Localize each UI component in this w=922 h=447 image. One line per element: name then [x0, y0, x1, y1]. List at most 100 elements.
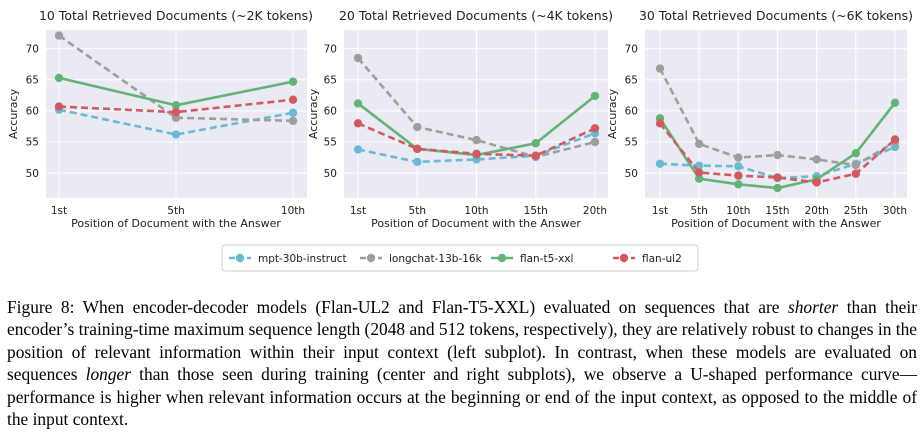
legend-label: flan-ul2: [642, 253, 682, 265]
data-point: [590, 137, 600, 147]
data-point: [734, 180, 743, 189]
data-point: [353, 99, 363, 108]
data-point: [851, 149, 861, 158]
figure-caption: Figure 8: When encoder-decoder models (F…: [7, 296, 917, 430]
data-point: [851, 169, 861, 178]
data-point: [773, 150, 782, 160]
x-tick-label: 15th: [524, 205, 548, 217]
x-tick-label: 15th: [765, 205, 789, 217]
series-lines: [54, 31, 298, 139]
caption-label: Figure 8:: [7, 297, 75, 317]
series-flan-ul2: [353, 119, 600, 160]
y-tick-labels: 50 55 60 65 70: [324, 43, 337, 179]
x-tick-label: 5th: [690, 205, 707, 217]
subplot-title: 10 Total Retrieved Documents (~2K tokens…: [39, 8, 313, 23]
data-point: [353, 119, 363, 128]
x-axis-label: Position of Document with the Answer: [71, 217, 281, 230]
series-lines: [353, 53, 600, 167]
y-tick-label: 65: [26, 74, 39, 86]
series-line: [357, 132, 596, 164]
y-tick-label: 70: [26, 43, 39, 55]
caption-text-1: When encoder-decoder models (Flan-UL2 an…: [74, 297, 788, 317]
series-flan-ul2: [655, 119, 900, 187]
legend-marker: [235, 253, 245, 263]
y-tick-labels: 50 55 60 65 70: [26, 43, 39, 179]
data-point: [531, 139, 540, 148]
data-point: [171, 101, 181, 110]
data-point: [655, 159, 665, 168]
legend-label: flan-t5-xxl: [520, 253, 573, 265]
y-tick-label: 65: [625, 74, 638, 86]
data-point: [413, 122, 422, 132]
caption-text-2: than their encoder’s training-time maxim…: [7, 297, 917, 385]
y-tick-label: 50: [26, 168, 39, 180]
y-tick-label: 55: [324, 137, 337, 149]
plot-background: [645, 30, 907, 198]
y-axis-label: Accuracy: [307, 88, 320, 139]
data-point: [353, 145, 363, 154]
data-point: [890, 135, 900, 144]
data-point: [171, 107, 181, 117]
data-point: [54, 102, 64, 111]
data-point: [694, 174, 704, 183]
y-tick-label: 55: [26, 137, 39, 149]
data-point: [851, 160, 861, 170]
data-point: [655, 64, 665, 73]
x-tick-label: 5th: [409, 205, 426, 217]
data-point: [288, 108, 298, 117]
caption-emphasis-longer: longer: [85, 364, 132, 385]
caption-text-3: than those seen during training (center …: [7, 364, 917, 430]
data-point: [773, 183, 782, 193]
x-tick-label: 10th: [726, 205, 750, 217]
x-tick-label: 20th: [805, 205, 829, 217]
data-point: [734, 153, 743, 162]
legend-item: flan-t5-xxl: [491, 253, 573, 265]
x-tick-label: 20th: [583, 205, 607, 217]
data-point: [171, 130, 181, 139]
data-point: [531, 151, 540, 160]
x-tick-label: 1st: [350, 205, 366, 217]
data-point: [655, 119, 665, 128]
series-line: [58, 98, 294, 114]
legend-label: longchat-13b-16k: [389, 253, 483, 265]
y-axis-label: Accuracy: [606, 88, 619, 139]
data-point: [288, 116, 298, 126]
data-point: [288, 95, 298, 104]
x-tick-label: 1st: [652, 205, 668, 217]
data-point: [472, 135, 481, 145]
x-tick-labels: 1st 5th 10th: [51, 205, 305, 217]
data-point: [694, 168, 704, 177]
y-tick-label: 55: [625, 137, 638, 149]
data-point: [812, 178, 821, 187]
legend-frame: [221, 244, 699, 272]
series-line: [357, 57, 596, 159]
x-tick-label: 1st: [51, 205, 67, 217]
data-point: [694, 161, 704, 170]
figure-8: 50 55 60 65 70 1st 5th 10th 10 Total Retrieved…: [7, 8, 913, 272]
data-point: [353, 53, 363, 63]
x-tick-labels: 1st 5th 10th 15th 20th 25th 30th: [652, 205, 907, 217]
x-tick-label: 10th: [281, 205, 305, 217]
series-flan-ul2: [54, 95, 298, 117]
subplot-30-docs: 50 55 60 65 70 1st 5th 10th 15th 20th 25th 30th 30…: [606, 8, 913, 230]
x-tick-label: 30th: [883, 205, 907, 217]
data-point: [773, 173, 782, 182]
subplot-20-docs: 50 55 60 65 70 1st 5th 10th 15th 20th 20 Total R…: [307, 8, 613, 230]
data-point: [54, 31, 64, 40]
series-flan-t5-xxl: [54, 73, 298, 110]
series-lines: [655, 64, 900, 193]
data-point: [590, 91, 600, 101]
legend-marker: [497, 253, 507, 263]
y-tick-label: 70: [625, 43, 638, 55]
y-tick-label: 60: [324, 106, 337, 118]
subplot-title: 20 Total Retrieved Documents (~4K tokens…: [339, 8, 613, 23]
data-point: [734, 162, 743, 171]
y-tick-label: 50: [324, 168, 337, 180]
data-point: [812, 155, 821, 164]
y-tick-label: 60: [26, 106, 39, 118]
data-point: [54, 73, 64, 83]
x-tick-label: 5th: [167, 205, 184, 217]
data-point: [734, 171, 743, 180]
x-tick-label: 10th: [464, 205, 488, 217]
x-tick-labels: 1st 5th 10th 15th 20th: [350, 205, 607, 217]
